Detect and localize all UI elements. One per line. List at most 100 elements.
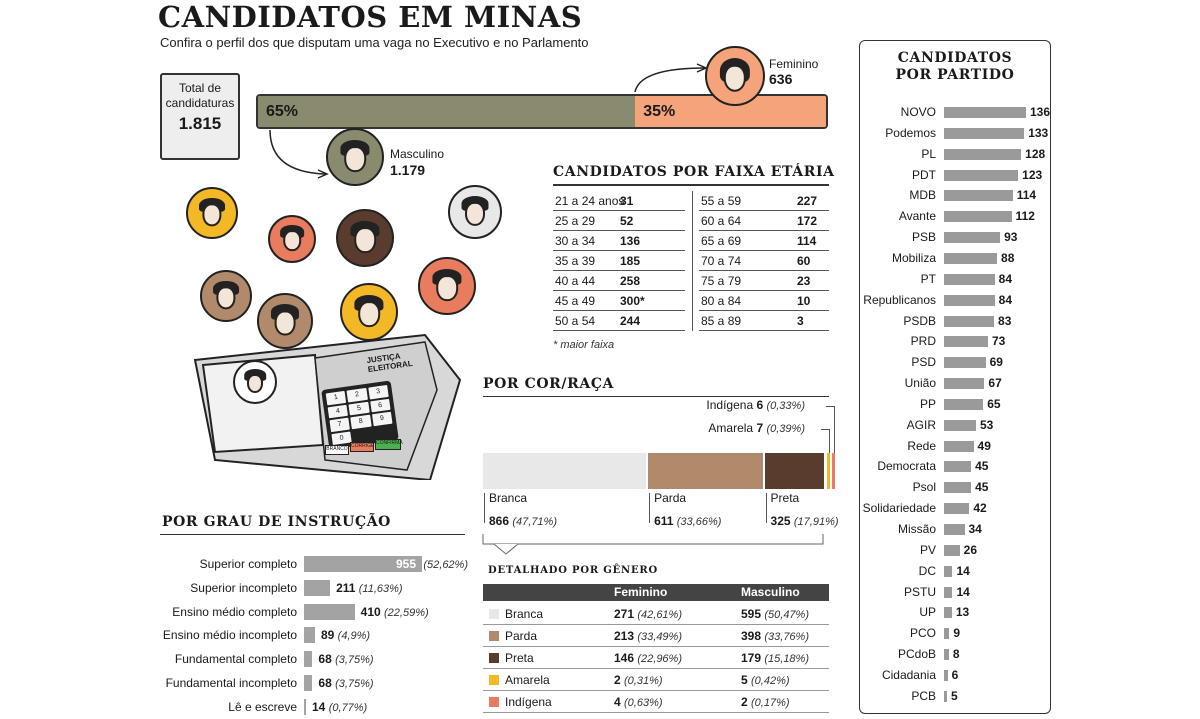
fem-value: 271: [614, 607, 638, 621]
party-value: 42: [973, 501, 987, 516]
race-title: POR COR/RAÇA: [483, 376, 615, 392]
party-row: UP 13: [0, 604, 1200, 621]
party-row: AGIR 53: [0, 417, 1200, 434]
edu-value: 68 (3,75%): [318, 674, 373, 692]
party-value: 88: [1001, 250, 1015, 265]
party-name: AGIR: [906, 417, 936, 432]
gender-detail-row: Parda 213 (33,49%) 398 (33,76%): [483, 625, 829, 647]
race-bracket: [482, 534, 824, 555]
race-name: Parda: [505, 629, 538, 643]
gender-detail-header: Feminino Masculino: [483, 584, 829, 601]
party-name: PL: [921, 146, 936, 161]
candidate-avatar: [340, 283, 398, 341]
masc-value: 398: [741, 629, 765, 643]
party-bar: [944, 461, 972, 473]
party-value: 65: [987, 396, 1001, 411]
age-range: 80 a 84: [701, 294, 742, 308]
edu-bar: [304, 603, 355, 620]
party-value: 9: [953, 626, 961, 641]
party-bar: [944, 336, 988, 348]
age-value: 114: [797, 234, 817, 248]
edu-label: Lê e escreve: [228, 699, 297, 714]
male-value: 1.179: [390, 162, 426, 178]
party-name: Avante: [898, 209, 936, 224]
candidate-avatar: [200, 270, 252, 322]
race-label-value: 611 (33,66%): [654, 514, 721, 528]
race-swatch: [489, 675, 499, 685]
age-row: 60 a 64 172: [699, 212, 829, 231]
party-value: 26: [963, 542, 978, 557]
masc-cell: 2 (0,17%): [741, 691, 790, 714]
age-row: 30 a 34 136: [553, 232, 685, 251]
age-range: 35 a 39: [555, 254, 596, 268]
race-name: Preta: [505, 651, 534, 665]
party-bar: [944, 273, 995, 285]
age-range: 45 a 49: [555, 294, 596, 308]
page-title: CANDIDATOS EM MINAS: [158, 0, 583, 34]
party-bar: [944, 586, 953, 598]
age-row: 25 a 29 52: [553, 212, 685, 231]
age-range: 75 a 79: [701, 274, 742, 288]
age-row: 50 a 54 244: [553, 312, 685, 331]
party-name: PDT: [912, 167, 936, 182]
total-value: 1.815: [178, 114, 222, 133]
race-segment: [483, 453, 647, 489]
edu-label: Ensino médio incompleto: [162, 628, 297, 643]
race-leader: [825, 406, 835, 407]
party-value: 13: [955, 605, 970, 620]
edu-number: 955: [396, 557, 420, 571]
race-title-rule: [483, 396, 829, 397]
race-swatch: [489, 697, 499, 707]
party-row: PCB 5: [0, 688, 1200, 705]
age-row: 80 a 84 10: [699, 292, 829, 311]
age-row: 40 a 44 258: [553, 272, 685, 291]
party-value: 123: [1022, 167, 1043, 182]
party-bar: [944, 211, 1012, 223]
party-panel: [859, 40, 1051, 714]
edu-pct: (3,75%): [335, 678, 374, 690]
fem-cell: 146 (22,96%): [614, 647, 682, 670]
female-value: 636: [769, 71, 793, 87]
age-value: 23: [797, 274, 811, 288]
race-name: Amarela: [505, 673, 550, 687]
race-name: Amarela: [708, 421, 757, 435]
age-value: 60: [797, 254, 811, 268]
age-value: 10: [797, 294, 811, 308]
party-row: Solidariedade 42: [0, 500, 1200, 517]
edu-value: 89 (4,9%): [321, 626, 370, 644]
party-name: PCB: [911, 688, 936, 703]
edu-label: Fundamental completo: [174, 652, 297, 667]
party-bar: [944, 440, 974, 452]
party-row: Cidadania 6: [0, 667, 1200, 684]
party-value: 45: [975, 480, 989, 495]
candidate-avatar: [448, 185, 502, 239]
edu-bar: [304, 651, 313, 668]
race-pct: (17,91%): [793, 516, 839, 528]
col-masculino: Masculino: [741, 585, 800, 599]
race-swatch: [489, 653, 499, 663]
page-subtitle: Confira o perfil dos que disputam uma va…: [160, 35, 589, 50]
party-name: PCdoB: [897, 647, 936, 662]
party-row: MDB 114: [0, 187, 1200, 204]
age-value: 31: [620, 194, 634, 208]
party-name: PSB: [911, 230, 936, 245]
party-name: Republicanos: [863, 292, 936, 307]
race-value: 7: [756, 421, 767, 435]
party-name: Missão: [897, 522, 936, 536]
age-row: 75 a 79 23: [699, 272, 829, 291]
edu-number: 14: [312, 699, 329, 714]
party-bar: [944, 357, 986, 369]
fem-pct: (42,61%): [637, 609, 682, 621]
party-row: União 67: [0, 375, 1200, 392]
fem-pct: (0,31%): [624, 675, 663, 687]
race-label-name: Parda: [654, 491, 687, 505]
col-feminino: Feminino: [614, 585, 668, 599]
age-value: 227: [797, 194, 818, 208]
gender-arrows: [269, 63, 708, 179]
screen-avatar: [233, 360, 277, 404]
age-divider: [692, 191, 693, 331]
party-name: UP: [919, 605, 936, 620]
age-value: 300*: [620, 294, 645, 308]
party-row: PSTU 14: [0, 584, 1200, 601]
